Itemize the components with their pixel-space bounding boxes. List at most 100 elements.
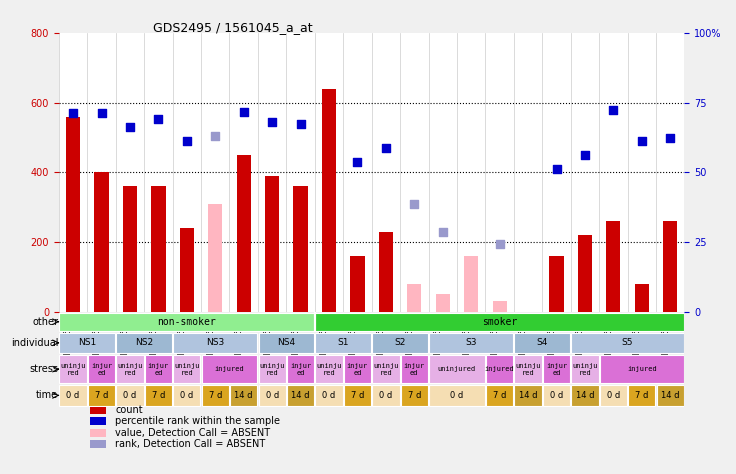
Text: uninju
red: uninju red bbox=[117, 363, 143, 375]
FancyBboxPatch shape bbox=[258, 355, 286, 383]
FancyBboxPatch shape bbox=[429, 333, 513, 353]
Point bbox=[636, 137, 648, 145]
Text: 0 d: 0 d bbox=[322, 391, 336, 400]
FancyBboxPatch shape bbox=[60, 355, 87, 383]
FancyBboxPatch shape bbox=[543, 385, 570, 406]
Text: injured: injured bbox=[215, 366, 244, 372]
Text: 0 d: 0 d bbox=[266, 391, 279, 400]
Point bbox=[238, 108, 250, 115]
Bar bbox=[436, 294, 450, 312]
Bar bbox=[492, 301, 507, 312]
Text: 14 d: 14 d bbox=[519, 391, 537, 400]
Bar bbox=[350, 256, 364, 312]
FancyBboxPatch shape bbox=[543, 355, 570, 383]
FancyBboxPatch shape bbox=[372, 355, 400, 383]
Text: S3: S3 bbox=[465, 338, 477, 347]
Text: uninju
red: uninju red bbox=[373, 363, 399, 375]
FancyBboxPatch shape bbox=[344, 355, 371, 383]
Bar bbox=[606, 221, 620, 312]
Text: smoker: smoker bbox=[482, 317, 517, 327]
FancyBboxPatch shape bbox=[315, 333, 371, 353]
FancyBboxPatch shape bbox=[514, 333, 570, 353]
FancyBboxPatch shape bbox=[372, 385, 400, 406]
Text: 0 d: 0 d bbox=[450, 391, 464, 400]
FancyBboxPatch shape bbox=[486, 355, 513, 383]
FancyBboxPatch shape bbox=[258, 333, 314, 353]
Bar bbox=[152, 186, 166, 312]
Bar bbox=[549, 256, 564, 312]
FancyBboxPatch shape bbox=[116, 355, 144, 383]
Bar bbox=[90, 406, 106, 414]
Text: S2: S2 bbox=[394, 338, 406, 347]
FancyBboxPatch shape bbox=[400, 385, 428, 406]
FancyBboxPatch shape bbox=[116, 333, 172, 353]
Text: non-smoker: non-smoker bbox=[158, 317, 216, 327]
Bar bbox=[123, 186, 137, 312]
FancyBboxPatch shape bbox=[202, 385, 229, 406]
Text: S5: S5 bbox=[622, 338, 634, 347]
FancyBboxPatch shape bbox=[145, 355, 172, 383]
Text: injur
ed: injur ed bbox=[148, 363, 169, 375]
Point bbox=[494, 240, 506, 248]
Point bbox=[665, 134, 676, 141]
FancyBboxPatch shape bbox=[60, 312, 314, 331]
FancyBboxPatch shape bbox=[372, 333, 428, 353]
Text: injur
ed: injur ed bbox=[91, 363, 112, 375]
Point bbox=[209, 132, 221, 140]
FancyBboxPatch shape bbox=[514, 385, 542, 406]
Text: percentile rank within the sample: percentile rank within the sample bbox=[115, 416, 280, 427]
Text: uninjured: uninjured bbox=[438, 366, 476, 372]
Point bbox=[96, 109, 107, 117]
Text: 7 d: 7 d bbox=[208, 391, 222, 400]
Bar bbox=[663, 221, 677, 312]
Text: NS2: NS2 bbox=[135, 338, 153, 347]
Bar bbox=[90, 440, 106, 448]
Point bbox=[380, 144, 392, 152]
Point bbox=[294, 120, 306, 128]
Text: uninju
red: uninju red bbox=[515, 363, 541, 375]
FancyBboxPatch shape bbox=[486, 385, 513, 406]
Text: 0 d: 0 d bbox=[550, 391, 563, 400]
Bar bbox=[180, 228, 194, 312]
Point bbox=[124, 123, 136, 131]
Text: time: time bbox=[36, 391, 58, 401]
Text: injur
ed: injur ed bbox=[290, 363, 311, 375]
FancyBboxPatch shape bbox=[173, 333, 258, 353]
FancyBboxPatch shape bbox=[429, 355, 485, 383]
Text: 7 d: 7 d bbox=[493, 391, 506, 400]
Text: S1: S1 bbox=[338, 338, 349, 347]
Bar bbox=[208, 204, 222, 312]
Bar bbox=[322, 89, 336, 312]
Text: 0 d: 0 d bbox=[606, 391, 620, 400]
FancyBboxPatch shape bbox=[116, 385, 144, 406]
Text: other: other bbox=[32, 317, 58, 327]
FancyBboxPatch shape bbox=[600, 385, 627, 406]
Text: NS3: NS3 bbox=[206, 338, 224, 347]
FancyBboxPatch shape bbox=[145, 385, 172, 406]
Text: 14 d: 14 d bbox=[576, 391, 594, 400]
Bar bbox=[94, 173, 109, 312]
Bar bbox=[407, 284, 422, 312]
Point bbox=[181, 137, 193, 145]
Text: injur
ed: injur ed bbox=[404, 363, 425, 375]
FancyBboxPatch shape bbox=[88, 355, 115, 383]
Text: GDS2495 / 1561045_a_at: GDS2495 / 1561045_a_at bbox=[153, 21, 312, 34]
FancyBboxPatch shape bbox=[629, 385, 656, 406]
Text: 14 d: 14 d bbox=[661, 391, 679, 400]
Text: injur
ed: injur ed bbox=[347, 363, 368, 375]
Point bbox=[408, 200, 420, 208]
Text: NS1: NS1 bbox=[78, 338, 96, 347]
Bar bbox=[236, 155, 251, 312]
Point bbox=[67, 109, 79, 117]
FancyBboxPatch shape bbox=[202, 355, 258, 383]
Point bbox=[607, 106, 619, 114]
FancyBboxPatch shape bbox=[315, 312, 684, 331]
FancyBboxPatch shape bbox=[258, 385, 286, 406]
Text: individual: individual bbox=[11, 338, 58, 348]
Text: 14 d: 14 d bbox=[291, 391, 310, 400]
Text: 7 d: 7 d bbox=[351, 391, 364, 400]
Text: uninju
red: uninju red bbox=[316, 363, 342, 375]
Text: 14 d: 14 d bbox=[235, 391, 253, 400]
Bar bbox=[294, 186, 308, 312]
Point bbox=[152, 115, 164, 122]
